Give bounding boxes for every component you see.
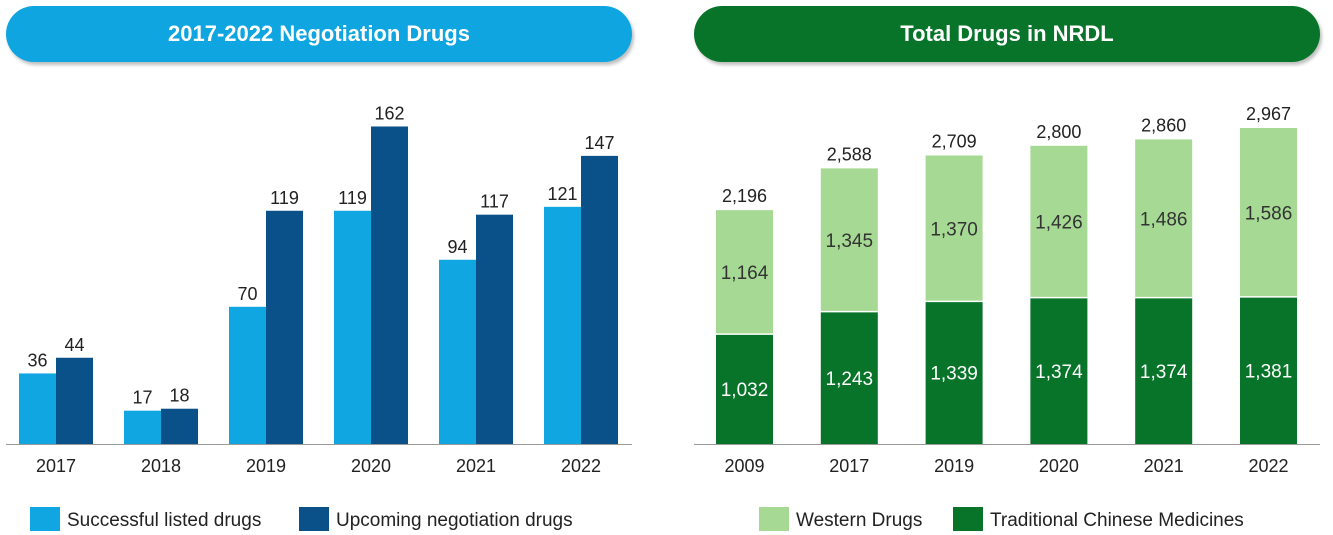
bar-upcoming-2019 <box>266 210 303 444</box>
bar-tcm-2021 <box>1135 297 1193 444</box>
data-label-successful-2021: 94 <box>447 237 467 257</box>
bar-successful-2017 <box>19 373 56 444</box>
legend-western-label: Western Drugs <box>796 510 922 531</box>
x-tick-label-2017: 2017 <box>829 456 869 476</box>
data-label-total-2017: 2,588 <box>827 144 872 164</box>
bar-tcm-2019 <box>925 301 983 444</box>
bar-successful-2019 <box>229 306 266 444</box>
legend-upcoming-label: Upcoming negotiation drugs <box>336 510 573 531</box>
legend-tcm-label: Traditional Chinese Medicines <box>990 510 1244 531</box>
data-label-western-2017: 1,345 <box>826 231 874 252</box>
right-plot-area: 1,032 1,164 2,196 2009 1,243 1,345 2,588 2017 1,… <box>694 104 1320 476</box>
data-label-upcoming-2022: 147 <box>584 133 614 153</box>
bar-western-2019 <box>925 155 983 302</box>
x-tick-label-2021: 2021 <box>456 456 496 476</box>
x-tick-label-2020: 2020 <box>351 456 391 476</box>
data-label-total-2009: 2,196 <box>722 186 767 206</box>
bar-upcoming-2021 <box>476 214 513 444</box>
data-label-western-2022: 1,586 <box>1245 203 1293 224</box>
bar-successful-2021 <box>439 259 476 444</box>
left-plot-area: 36 44 2017 17 18 2018 70 119 2019 119 162 2020 94 117… <box>6 103 632 476</box>
data-label-tcm-2017: 1,243 <box>826 369 874 390</box>
data-label-successful-2020: 119 <box>338 188 367 208</box>
legend-tcm-swatch <box>953 507 983 531</box>
data-label-tcm-2021: 1,374 <box>1140 362 1188 383</box>
left-chart-title: 2017-2022 Negotiation Drugs <box>168 21 470 46</box>
data-label-western-2009: 1,164 <box>721 263 769 284</box>
legend-upcoming-swatch <box>299 507 329 531</box>
x-tick-label-2021: 2021 <box>1144 456 1184 476</box>
x-tick-label-2019: 2019 <box>246 456 286 476</box>
x-tick-label-2017: 2017 <box>36 456 76 476</box>
legends: Successful listed drugs Upcoming negotiat… <box>30 507 1244 531</box>
bar-tcm-2009 <box>716 334 773 444</box>
data-label-successful-2022: 121 <box>547 184 577 204</box>
x-tick-label-2019: 2019 <box>934 456 974 476</box>
data-label-tcm-2019: 1,339 <box>930 364 978 385</box>
bar-western-2022 <box>1240 128 1297 297</box>
bar-successful-2020 <box>334 210 371 444</box>
legend-western-swatch <box>759 507 789 531</box>
bar-western-2017 <box>820 168 878 312</box>
bar-successful-2022 <box>544 206 581 444</box>
data-label-tcm-2009: 1,032 <box>721 380 769 401</box>
bar-upcoming-2020 <box>371 126 408 444</box>
bar-tcm-2017 <box>820 311 878 444</box>
x-tick-label-2022: 2022 <box>561 456 601 476</box>
data-label-upcoming-2019: 119 <box>270 188 299 208</box>
data-label-total-2020: 2,800 <box>1036 122 1081 142</box>
bar-western-2020 <box>1030 145 1088 298</box>
bar-upcoming-2018 <box>161 408 198 444</box>
x-tick-label-2022: 2022 <box>1248 456 1288 476</box>
x-tick-label-2009: 2009 <box>724 456 764 476</box>
data-label-upcoming-2020: 162 <box>374 103 404 123</box>
data-label-tcm-2020: 1,374 <box>1035 362 1083 383</box>
data-label-upcoming-2021: 117 <box>480 192 509 212</box>
data-label-upcoming-2017: 44 <box>64 335 84 355</box>
bar-western-2009 <box>716 210 773 335</box>
bar-successful-2018 <box>124 410 161 444</box>
bar-upcoming-2017 <box>56 357 93 444</box>
data-label-western-2021: 1,486 <box>1140 210 1188 231</box>
right-chart-title: Total Drugs in NRDL <box>900 21 1114 46</box>
bar-tcm-2020 <box>1030 297 1088 444</box>
data-label-total-2021: 2,860 <box>1141 115 1186 135</box>
data-label-western-2019: 1,370 <box>930 219 978 240</box>
data-label-western-2020: 1,426 <box>1035 213 1083 234</box>
left-chart-title-banner: 2017-2022 Negotiation Drugs <box>6 6 632 62</box>
x-tick-label-2020: 2020 <box>1039 456 1079 476</box>
data-label-tcm-2022: 1,381 <box>1245 361 1293 382</box>
data-label-successful-2019: 70 <box>237 284 257 304</box>
bar-upcoming-2022 <box>581 155 618 444</box>
data-label-total-2022: 2,967 <box>1246 104 1291 124</box>
legend-successful-label: Successful listed drugs <box>67 510 261 531</box>
right-chart-title-banner: Total Drugs in NRDL <box>694 6 1320 62</box>
bar-western-2021 <box>1135 139 1193 298</box>
data-label-total-2019: 2,709 <box>932 131 977 151</box>
legend-successful-swatch <box>30 507 60 531</box>
data-label-successful-2018: 17 <box>132 388 152 408</box>
data-label-successful-2017: 36 <box>27 350 47 370</box>
bar-tcm-2022 <box>1240 296 1297 444</box>
data-label-upcoming-2018: 18 <box>169 386 189 406</box>
x-tick-label-2018: 2018 <box>141 456 181 476</box>
